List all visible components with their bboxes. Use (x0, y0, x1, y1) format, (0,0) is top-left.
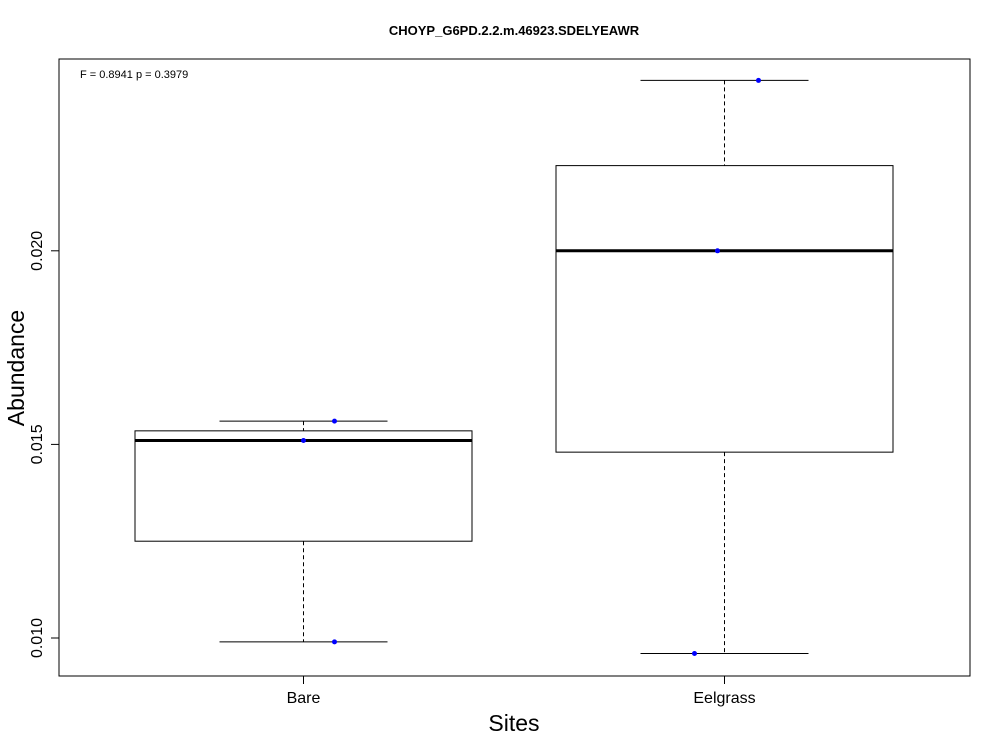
x-tick-label: Bare (287, 690, 321, 707)
x-axis: Bare Eelgrass (287, 675, 756, 707)
stats-annotation: F = 0.8941 p = 0.3979 (80, 69, 188, 81)
data-point (692, 650, 697, 656)
data-point (715, 248, 720, 254)
box-bare (134, 418, 473, 645)
x-tick-label: Eelgrass (693, 690, 755, 707)
y-tick-label: 0.010 (29, 618, 46, 658)
data-point (756, 77, 761, 83)
y-tick-label: 0.020 (29, 231, 46, 271)
data-point (332, 418, 337, 424)
box-iqr (555, 165, 894, 453)
chart-title: CHOYP_G6PD.2.2.m.46923.SDELYEAWR (389, 23, 640, 38)
data-point (301, 438, 306, 444)
box-eelgrass (555, 77, 894, 656)
y-tick-label: 0.015 (29, 424, 46, 464)
x-axis-title: Sites (488, 710, 539, 736)
box-iqr (134, 430, 473, 542)
y-axis-title: Abundance (3, 310, 29, 426)
boxes-group (134, 77, 894, 656)
y-axis: 0.010 0.015 0.020 (29, 231, 60, 658)
data-point (332, 639, 337, 645)
